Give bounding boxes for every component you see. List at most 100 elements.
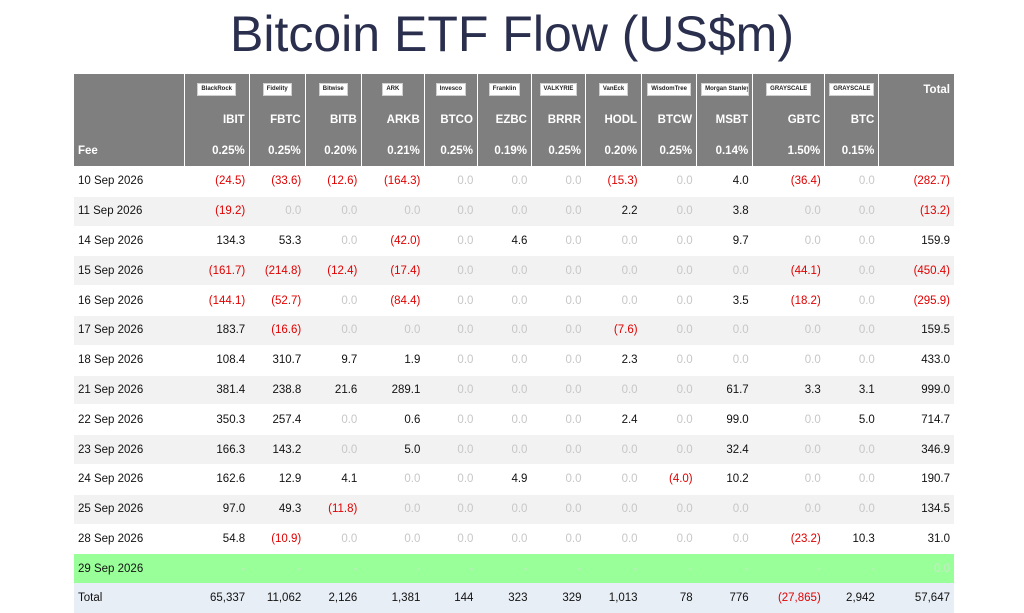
ticker-header: ARKB <box>361 105 424 135</box>
flow-cell: 5.0 <box>825 405 879 435</box>
flow-cell: 3.1 <box>825 375 879 405</box>
row-total: 433.0 <box>879 345 954 375</box>
table-row: 29 Sep 2026------------0.0 <box>74 554 954 583</box>
flow-cell: 0.0 <box>753 345 825 375</box>
flow-cell: 0.0 <box>531 345 585 375</box>
flow-cell: 0.0 <box>642 405 697 435</box>
flow-cell: - <box>361 554 424 583</box>
issuer-logo-cell: GRAYSCALE <box>753 74 825 105</box>
issuer-logo-cell: ARK <box>361 74 424 105</box>
flow-cell: 0.0 <box>424 345 477 375</box>
flow-cell: 0.0 <box>697 256 753 286</box>
flow-cell: - <box>249 554 305 583</box>
flow-cell: 350.3 <box>184 405 249 435</box>
fee-value: 0.20% <box>305 135 361 167</box>
total-cell: 776 <box>697 583 753 613</box>
flow-cell: 0.0 <box>361 464 424 494</box>
flow-cell: 0.0 <box>305 286 361 316</box>
flow-cell: 4.6 <box>477 226 531 256</box>
flow-cell: 0.0 <box>825 315 879 345</box>
corner-cell <box>74 74 184 105</box>
row-date: 11 Sep 2026 <box>74 196 184 226</box>
flow-cell: 0.0 <box>697 494 753 524</box>
row-date: 14 Sep 2026 <box>74 226 184 256</box>
flow-cell: 0.0 <box>642 226 697 256</box>
issuer-logo-cell: Morgan Stanley <box>697 74 753 105</box>
flow-cell: 0.0 <box>586 256 642 286</box>
fee-value: 1.50% <box>753 135 825 167</box>
flow-cell: 0.0 <box>753 435 825 465</box>
flow-cell: 143.2 <box>249 435 305 465</box>
ticker-header: BTCO <box>424 105 477 135</box>
fee-value: 0.25% <box>184 135 249 167</box>
total-cell: 2,942 <box>825 583 879 613</box>
flow-cell: 0.0 <box>586 464 642 494</box>
flow-cell: 0.0 <box>477 345 531 375</box>
flow-cell: 49.3 <box>249 494 305 524</box>
fee-label: Fee <box>74 135 184 167</box>
issuer-logo: GRAYSCALE <box>766 83 811 96</box>
flow-cell: 0.0 <box>642 375 697 405</box>
flow-cell: 0.0 <box>586 524 642 554</box>
fee-value: 0.21% <box>361 135 424 167</box>
flow-cell: 0.0 <box>531 464 585 494</box>
row-total: 134.5 <box>879 494 954 524</box>
ticker-header: BTC <box>825 105 879 135</box>
flow-cell: 0.0 <box>825 256 879 286</box>
flow-cell: 10.2 <box>697 464 753 494</box>
flow-cell: 0.0 <box>424 286 477 316</box>
total-cell: 65,337 <box>184 583 249 613</box>
flow-cell: 0.0 <box>586 286 642 316</box>
issuer-logo-cell: Bitwise <box>305 74 361 105</box>
ticker-header: BTCW <box>642 105 697 135</box>
flow-cell: 0.0 <box>305 435 361 465</box>
table-row: 15 Sep 2026(161.7)(214.8)(12.4)(17.4)0.0… <box>74 256 954 286</box>
flow-cell: 0.0 <box>477 375 531 405</box>
flow-cell: 0.0 <box>477 256 531 286</box>
flow-cell: 0.0 <box>424 226 477 256</box>
flow-cell: 97.0 <box>184 494 249 524</box>
flow-cell: 0.0 <box>697 524 753 554</box>
total-cell: 144 <box>424 583 477 613</box>
flow-cell: (144.1) <box>184 286 249 316</box>
flow-cell: 0.0 <box>753 464 825 494</box>
row-date: 10 Sep 2026 <box>74 167 184 197</box>
flow-cell: 0.0 <box>424 167 477 197</box>
flow-cell: (44.1) <box>753 256 825 286</box>
flow-cell: 0.0 <box>531 494 585 524</box>
flow-cell: 0.0 <box>305 315 361 345</box>
flow-cell: 3.8 <box>697 196 753 226</box>
flow-cell: 0.0 <box>424 196 477 226</box>
flow-cell: 0.0 <box>424 494 477 524</box>
flow-cell: 0.0 <box>586 494 642 524</box>
fee-value: 0.20% <box>586 135 642 167</box>
flow-cell: 0.0 <box>825 494 879 524</box>
total-cell: 323 <box>477 583 531 613</box>
flow-cell: 0.0 <box>697 315 753 345</box>
row-total: 31.0 <box>879 524 954 554</box>
flow-cell: - <box>586 554 642 583</box>
flow-cell: 0.0 <box>424 315 477 345</box>
flow-cell: 54.8 <box>184 524 249 554</box>
flow-cell: 0.0 <box>361 524 424 554</box>
ticker-header: FBTC <box>249 105 305 135</box>
row-total: (295.9) <box>879 286 954 316</box>
issuer-logo: Invesco <box>436 83 466 96</box>
flow-cell: (36.4) <box>753 167 825 197</box>
total-cell: 11,062 <box>249 583 305 613</box>
flow-cell: 0.0 <box>477 167 531 197</box>
flow-cell: 0.0 <box>477 405 531 435</box>
flow-cell: 0.0 <box>642 256 697 286</box>
fee-value: 0.25% <box>249 135 305 167</box>
total-cell: 78 <box>642 583 697 613</box>
row-date: 17 Sep 2026 <box>74 315 184 345</box>
row-date: 24 Sep 2026 <box>74 464 184 494</box>
issuer-logo: Morgan Stanley <box>701 83 749 96</box>
